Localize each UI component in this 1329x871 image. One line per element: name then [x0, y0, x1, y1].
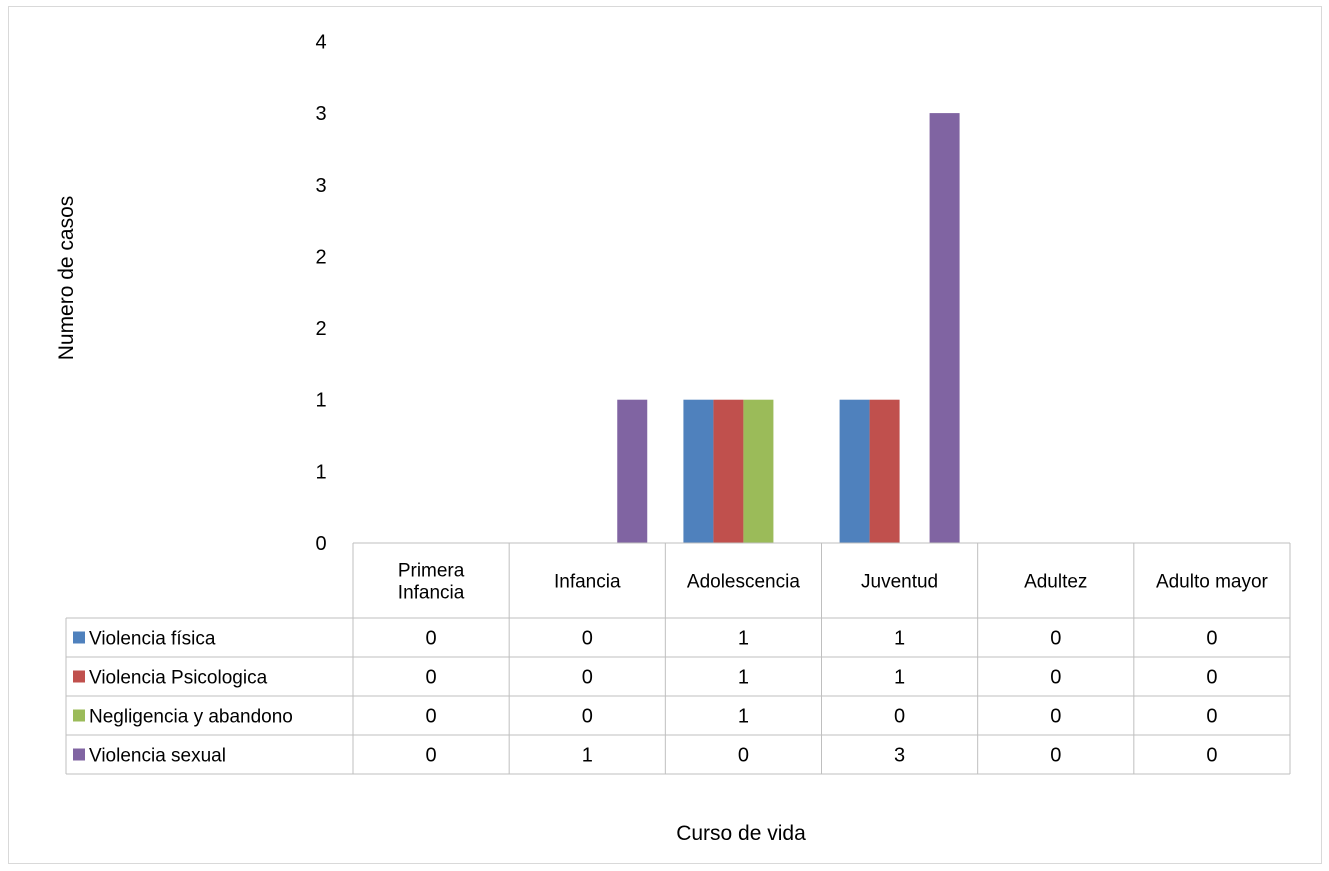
table-cell-value: 0 — [582, 667, 593, 689]
category-label: Adolescencia — [687, 572, 800, 593]
bar — [713, 399, 744, 543]
table-cell-value: 1 — [738, 706, 749, 728]
table-cell-value: 0 — [582, 628, 593, 650]
bars-layer — [617, 113, 960, 543]
legend-swatch — [73, 670, 85, 683]
legend-swatch — [73, 709, 85, 722]
y-tick-label: 1 — [315, 390, 326, 412]
table-cell-value: 0 — [894, 706, 905, 728]
category-label: Juventud — [861, 572, 938, 593]
category-label-line: Primera — [398, 561, 465, 582]
x-axis-label: Curso de vida — [676, 822, 806, 845]
table-cell-value: 1 — [582, 745, 593, 767]
y-tick-labels: 0 1 1 2 2 3 3 4 — [315, 31, 326, 555]
y-tick-label: 1 — [315, 461, 326, 483]
table-cell-value: 1 — [894, 628, 905, 650]
table-cell-value: 0 — [1050, 745, 1061, 767]
series-name: Violencia sexual — [89, 746, 226, 767]
table-cell-value: 0 — [1206, 745, 1217, 767]
y-tick-label: 2 — [315, 246, 326, 268]
y-tick-label: 4 — [315, 31, 326, 53]
table-cell-value: 0 — [1050, 628, 1061, 650]
table-cell-value: 0 — [426, 628, 437, 650]
category-label-line: Infancia — [398, 583, 465, 604]
table-cell-value: 3 — [894, 745, 905, 767]
table-cell-value: 0 — [738, 745, 749, 767]
legend-swatch — [73, 631, 85, 644]
series-name: Violencia Psicologica — [89, 668, 268, 689]
series-name: Violencia física — [89, 629, 216, 650]
table-cell-value: 0 — [1206, 628, 1217, 650]
y-tick-label: 2 — [315, 318, 326, 340]
table-cell-value: 0 — [1050, 706, 1061, 728]
y-tick-label: 3 — [315, 103, 326, 125]
category-label: Primera Infancia — [398, 561, 465, 604]
category-label: Infancia — [554, 572, 621, 593]
bar — [617, 399, 648, 543]
series-name: Negligencia y abandono — [89, 707, 293, 728]
bar — [839, 399, 870, 543]
category-label-line: Infancia — [554, 572, 621, 593]
category-label: Adultez — [1024, 572, 1087, 593]
bar — [743, 399, 774, 543]
table-cell-value: 1 — [894, 667, 905, 689]
category-label-line: Adultez — [1024, 572, 1087, 593]
table-cell-value: 0 — [1050, 667, 1061, 689]
category-label-line: Adolescencia — [687, 572, 800, 593]
y-axis-label: Numero de casos — [55, 196, 78, 361]
table-cell-value: 0 — [1206, 667, 1217, 689]
table-cell-value: 0 — [1206, 706, 1217, 728]
category-label-line: Juventud — [861, 572, 938, 593]
table-cell-value: 0 — [426, 745, 437, 767]
table-cell-value: 1 — [738, 667, 749, 689]
table-cell-value: 1 — [738, 628, 749, 650]
table-cell-value: 0 — [582, 706, 593, 728]
y-tick-label: 0 — [315, 533, 326, 555]
bar — [869, 399, 900, 543]
category-label: Adulto mayor — [1156, 572, 1269, 593]
table-cell-value: 0 — [426, 667, 437, 689]
legend-swatch — [73, 748, 85, 761]
category-label-line: Adulto mayor — [1156, 572, 1269, 593]
table-cell-value: 0 — [426, 706, 437, 728]
bar — [929, 113, 960, 543]
y-tick-label: 3 — [315, 175, 326, 197]
bar — [683, 399, 714, 543]
